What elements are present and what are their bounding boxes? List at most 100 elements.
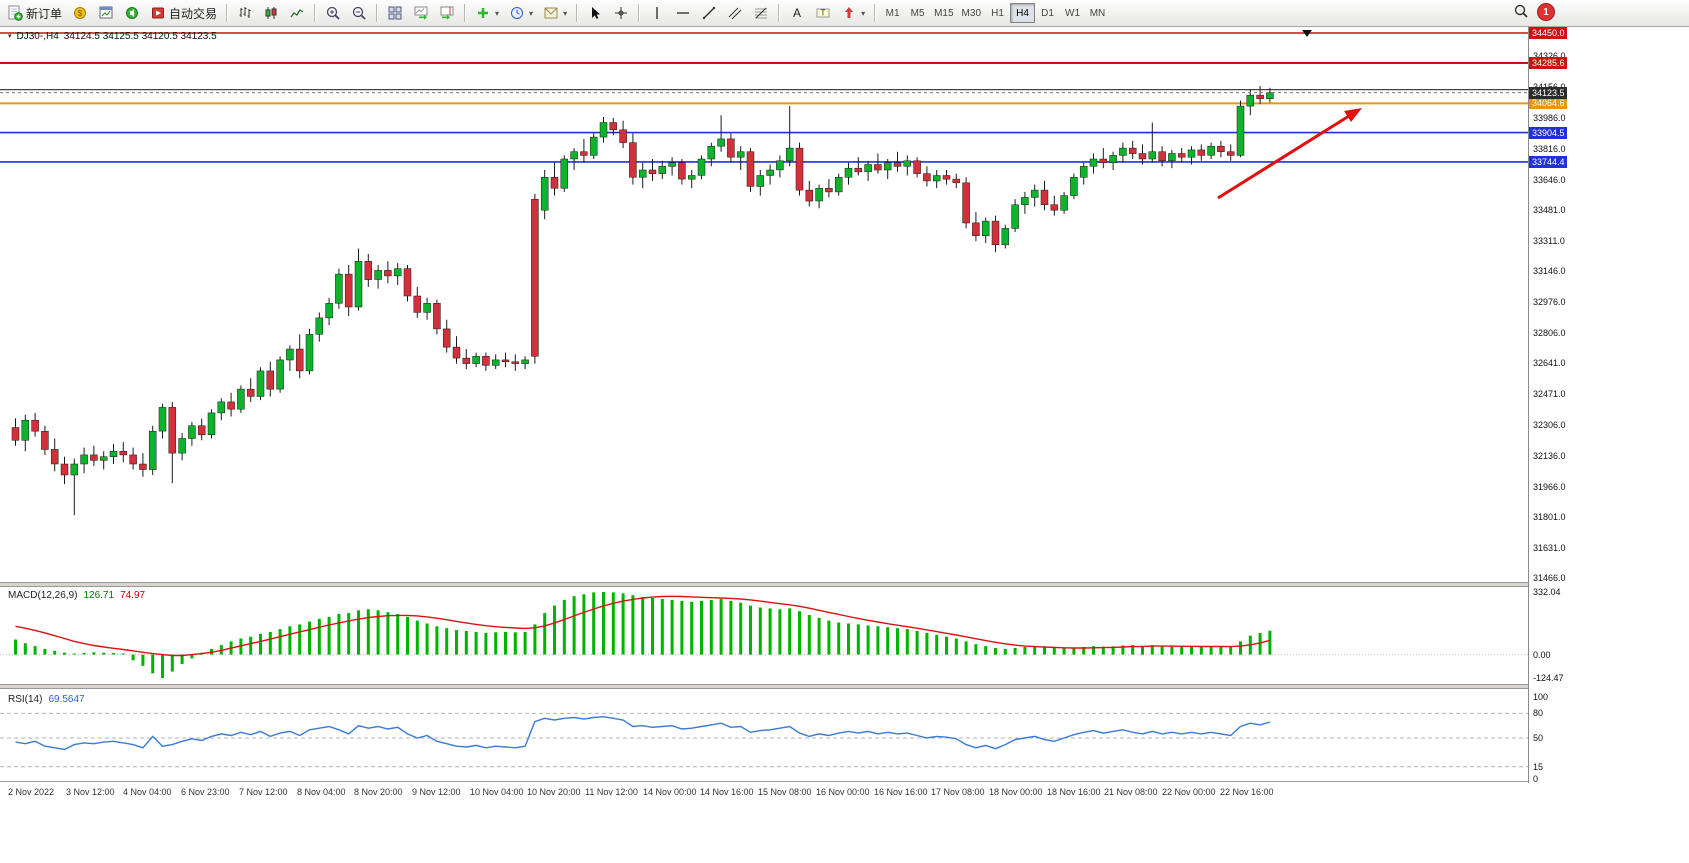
time-axis-label: 17 Nov 08:00 — [931, 787, 985, 797]
time-axis-label: 14 Nov 16:00 — [700, 787, 754, 797]
bar-chart-button[interactable] — [233, 2, 257, 24]
timeframe-button-m1[interactable]: M1 — [880, 3, 905, 23]
templates-button[interactable]: ▾ — [539, 2, 571, 24]
candlestick-button[interactable] — [259, 2, 283, 24]
vertical-line-button[interactable] — [645, 2, 669, 24]
fibonacci-icon — [753, 5, 769, 21]
market-watch-icon: $ — [72, 5, 88, 21]
rsi-axis-label: 80 — [1533, 708, 1544, 718]
new-order-icon — [7, 5, 23, 21]
macd-axis-label: 332.04 — [1533, 587, 1561, 597]
toolbar-separator — [638, 4, 641, 22]
chart-shift-button[interactable] — [435, 2, 459, 24]
new-order-button[interactable]: 新订单 — [3, 2, 66, 24]
equidistant-channel-button[interactable] — [723, 2, 747, 24]
arrows-button[interactable]: ▾ — [837, 2, 869, 24]
rsi-pane[interactable] — [0, 690, 1528, 782]
toolbar-separator — [874, 4, 877, 22]
chart-area[interactable]: ▾ DJ30-,H4 34124.5 34125.5 34120.5 34123… — [0, 27, 1569, 863]
price-axis-label: 34326.0 — [1533, 51, 1566, 61]
zoom-out-button[interactable] — [347, 2, 371, 24]
arrows-icon — [841, 5, 857, 21]
time-axis-label: 4 Nov 04:00 — [123, 787, 172, 797]
dropdown-arrow-icon: ▾ — [563, 8, 568, 18]
text-button[interactable]: A — [785, 2, 809, 24]
timeframe-button-h4[interactable]: H4 — [1010, 3, 1035, 23]
periods-button[interactable]: ▾ — [505, 2, 537, 24]
time-axis-label: 2 Nov 2022 — [8, 787, 55, 797]
timeframe-button-m30[interactable]: M30 — [958, 3, 985, 23]
rsi-value: 69.5647 — [48, 694, 85, 705]
text-label-button[interactable]: T — [811, 2, 835, 24]
line-chart-icon — [289, 5, 305, 21]
rsi-axis-label: 15 — [1533, 762, 1544, 772]
trendline-button[interactable] — [697, 2, 721, 24]
svg-text:T: T — [821, 9, 826, 18]
price-axis-label: 31631.0 — [1533, 543, 1566, 553]
toolbar-separator — [576, 4, 579, 22]
tile-windows-button[interactable] — [383, 2, 407, 24]
pane-divider[interactable] — [0, 684, 1568, 689]
time-axis-label: 18 Nov 00:00 — [989, 787, 1043, 797]
time-axis[interactable]: 2 Nov 2022 3 Nov 12:00 4 Nov 04:00 6 Nov 23… — [0, 783, 1528, 807]
search-button[interactable] — [1512, 3, 1530, 21]
pane-divider[interactable] — [0, 781, 1568, 782]
vertical-line-icon — [649, 5, 665, 21]
crosshair-icon — [613, 5, 629, 21]
price-axis[interactable]: 34326.034156.033986.033816.033646.033481… — [1528, 27, 1569, 784]
timeframe-button-h1[interactable]: H1 — [985, 3, 1010, 23]
cursor-button[interactable] — [583, 2, 607, 24]
time-axis-label: 10 Nov 20:00 — [527, 787, 581, 797]
time-axis-label: 22 Nov 00:00 — [1162, 787, 1216, 797]
time-axis-label: 11 Nov 12:00 — [585, 787, 638, 797]
time-axis-label: 22 Nov 16:00 — [1220, 787, 1274, 797]
auto-scroll-button[interactable] — [409, 2, 433, 24]
price-axis-label: 33816.0 — [1533, 144, 1566, 154]
notification-badge[interactable]: 1 — [1537, 3, 1555, 21]
zoom-in-icon — [325, 5, 341, 21]
tile-windows-icon — [387, 5, 403, 21]
toolbar-buttons: 新订单 $ 自动交易 ▾ ▾ ▾ A T ▾ M1 M5 M15 M30 H1 H4 D1 W1 MN — [2, 0, 1110, 26]
indicators-button[interactable]: ▾ — [471, 2, 503, 24]
timeframe-button-m5[interactable]: M5 — [905, 3, 930, 23]
price-level-badge: 33744.4 — [1529, 156, 1567, 168]
sound-button[interactable] — [120, 2, 144, 24]
auto-trading-button[interactable]: 自动交易 — [146, 2, 221, 24]
price-level-badge: 34064.6 — [1529, 97, 1567, 109]
timeframe-button-m15[interactable]: M15 — [930, 3, 957, 23]
market-watch-button[interactable]: $ — [68, 2, 92, 24]
timeframe-button-mn[interactable]: MN — [1085, 3, 1110, 23]
crosshair-button[interactable] — [609, 2, 633, 24]
timeframe-button-w1[interactable]: W1 — [1060, 3, 1085, 23]
time-axis-label: 8 Nov 04:00 — [297, 787, 346, 797]
price-level-badge: 34450.0 — [1529, 27, 1567, 39]
sell-marker-icon: ▾ — [8, 32, 12, 40]
price-level-badge: 34285.6 — [1529, 57, 1567, 69]
bid-price-badge: 34123.5 — [1529, 87, 1567, 99]
price-axis-label: 33986.0 — [1533, 113, 1566, 123]
pane-divider[interactable] — [0, 582, 1568, 587]
toolbar: 新订单 $ 自动交易 ▾ ▾ ▾ A T ▾ M1 M5 M15 M30 H1 H4 D1 W1 MN 1 — [0, 0, 1689, 27]
fibonacci-button[interactable] — [749, 2, 773, 24]
zoom-in-button[interactable] — [321, 2, 345, 24]
dropdown-arrow-icon: ▾ — [861, 8, 866, 18]
cursor-icon — [587, 5, 603, 21]
line-chart-button[interactable] — [285, 2, 309, 24]
timeframe-button-d1[interactable]: D1 — [1035, 3, 1060, 23]
dropdown-arrow-icon: ▾ — [495, 8, 500, 18]
chart-ohlc: 34124.5 34125.5 34120.5 34123.5 — [63, 31, 217, 42]
price-axis-label: 31466.0 — [1533, 573, 1566, 583]
rsi-axis-label: 0 — [1533, 774, 1539, 784]
chart-shift-icon — [439, 5, 455, 21]
time-axis-label: 21 Nov 08:00 — [1104, 787, 1158, 797]
new-chart-button[interactable] — [94, 2, 118, 24]
macd-main-value: 126.71 — [83, 590, 115, 601]
toolbar-separator — [464, 4, 467, 22]
rsi-label: RSI(14) 69.5647 — [8, 694, 85, 705]
horizontal-line-button[interactable] — [671, 2, 695, 24]
main-chart[interactable] — [0, 27, 1528, 584]
bar-chart-icon — [237, 5, 253, 21]
macd-pane[interactable] — [0, 586, 1528, 686]
channel-icon — [727, 5, 743, 21]
time-axis-label: 14 Nov 00:00 — [643, 787, 697, 797]
